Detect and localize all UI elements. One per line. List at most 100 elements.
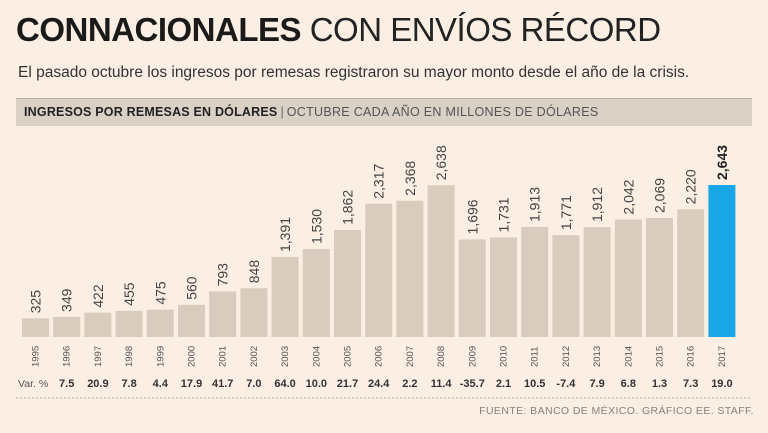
- year-label-2005: 2005: [343, 346, 354, 367]
- var-value-2005: 21.7: [337, 378, 358, 390]
- bar-2001: [209, 291, 237, 337]
- year-label-1998: 1998: [124, 346, 135, 367]
- value-label-2014: 2,042: [620, 179, 636, 214]
- var-value-2007: 2.2: [402, 378, 417, 390]
- var-value-2016: 7.3: [683, 378, 698, 390]
- bar-1999: [146, 309, 174, 337]
- var-value-1998: 7.8: [121, 378, 136, 390]
- year-label-2000: 2000: [187, 346, 198, 367]
- chart-header-band: INGRESOS POR REMESAS EN DÓLARES | OCTUBRE …: [16, 98, 752, 126]
- year-label-2003: 2003: [280, 346, 291, 367]
- var-value-2000: 17.9: [181, 378, 202, 390]
- bar-2013: [583, 227, 611, 337]
- var-value-2014: 6.8: [621, 378, 636, 390]
- year-label-2014: 2014: [623, 346, 634, 367]
- year-label-2001: 2001: [218, 346, 229, 367]
- bar-2011: [521, 226, 549, 337]
- value-label-2017: 2,643: [714, 145, 730, 180]
- bar-1995: [22, 318, 49, 337]
- value-label-2011: 1,913: [527, 187, 543, 222]
- year-label-2010: 2010: [499, 346, 510, 367]
- bar-2002: [240, 288, 268, 337]
- year-label-2011: 2011: [530, 347, 541, 367]
- bar-2016: [677, 209, 705, 337]
- var-value-2010: 2.1: [496, 378, 511, 390]
- bar-2010: [490, 237, 517, 337]
- value-label-2009: 1,696: [464, 199, 480, 234]
- value-label-2008: 2,638: [433, 145, 449, 180]
- value-label-1995: 325: [28, 290, 44, 314]
- year-label-1995: 1995: [31, 346, 42, 367]
- year-label-2002: 2002: [249, 346, 260, 367]
- bar-2007: [396, 200, 424, 337]
- year-label-1997: 1997: [93, 346, 104, 367]
- bar-1998: [115, 310, 143, 337]
- band-label-light: OCTUBRE CADA AÑO EN MILLONES DE DÓLARES: [286, 105, 599, 119]
- bar-2009: [458, 239, 486, 337]
- var-value-2002: 7.0: [246, 378, 261, 390]
- var-value-2003: 64.0: [274, 378, 295, 390]
- bar-2005: [334, 229, 361, 337]
- var-value-2012: -7.4: [556, 378, 576, 390]
- var-value-2015: 1.3: [652, 378, 667, 390]
- value-label-2010: 1,731: [496, 197, 512, 232]
- year-label-2008: 2008: [436, 346, 447, 367]
- var-value-2001: 41.7: [212, 378, 233, 390]
- var-value-1996: 7.5: [59, 378, 74, 390]
- year-label-2016: 2016: [686, 346, 697, 367]
- var-value-2006: 24.4: [368, 378, 390, 390]
- year-label-2015: 2015: [655, 346, 666, 367]
- value-label-1998: 455: [121, 282, 137, 306]
- var-value-1997: 20.9: [87, 378, 108, 390]
- year-label-2009: 2009: [467, 346, 478, 367]
- year-label-2017: 2017: [717, 346, 728, 367]
- value-label-2005: 1,862: [340, 190, 356, 225]
- band-separator: |: [280, 105, 284, 119]
- chart-title: CONNACIONALES CON ENVÍOS RÉCORD: [16, 10, 661, 50]
- var-value-2004: 10.0: [306, 378, 327, 390]
- chart-subtitle: El pasado octubre los ingresos por remes…: [18, 64, 690, 81]
- bar-2003: [271, 257, 299, 337]
- var-value-2009: -35.7: [460, 378, 485, 390]
- year-label-2004: 2004: [311, 346, 322, 367]
- value-label-2006: 2,317: [371, 164, 387, 199]
- value-label-2007: 2,368: [402, 161, 418, 196]
- year-label-2012: 2012: [561, 346, 572, 367]
- bar-1996: [53, 316, 81, 337]
- year-label-2006: 2006: [374, 346, 385, 367]
- band-label-bold: INGRESOS POR REMESAS EN DÓLARES: [24, 105, 278, 119]
- value-label-2016: 2,220: [683, 169, 699, 204]
- bar-2015: [646, 218, 673, 337]
- value-label-2012: 1,771: [558, 195, 574, 230]
- year-label-1999: 1999: [155, 346, 166, 367]
- bar-2008: [427, 185, 455, 337]
- bar-2012: [552, 235, 580, 337]
- year-label-2007: 2007: [405, 346, 416, 367]
- year-label-1996: 1996: [62, 346, 73, 367]
- value-label-1996: 349: [59, 288, 75, 312]
- bar-1997: [84, 312, 112, 337]
- bar-2017: [708, 185, 736, 337]
- bar-2006: [365, 203, 393, 337]
- var-value-2013: 7.9: [589, 378, 604, 390]
- bar-2004: [302, 249, 330, 337]
- value-label-2001: 793: [215, 263, 231, 287]
- value-label-1999: 475: [152, 281, 168, 305]
- value-label-1997: 422: [90, 284, 106, 308]
- value-label-2002: 848: [246, 260, 262, 284]
- var-value-2017: 19.0: [711, 378, 732, 390]
- bar-2014: [614, 219, 642, 337]
- year-label-2013: 2013: [592, 346, 603, 367]
- value-label-2003: 1,391: [277, 217, 293, 252]
- var-value-1999: 4.4: [153, 378, 169, 390]
- value-label-2004: 1,530: [308, 209, 324, 244]
- bar-2000: [178, 304, 205, 337]
- var-value-2011: 10.5: [524, 378, 545, 390]
- value-label-2015: 2,069: [652, 178, 668, 213]
- var-row-label: Var. %: [18, 378, 48, 390]
- value-label-2013: 1,912: [589, 187, 605, 222]
- title-bold: CONNACIONALES: [16, 11, 302, 48]
- value-label-2000: 560: [184, 276, 200, 300]
- band-label: INGRESOS POR REMESAS EN DÓLARES | OCTUBRE …: [24, 105, 599, 119]
- title-light: CON ENVÍOS RÉCORD: [309, 11, 661, 48]
